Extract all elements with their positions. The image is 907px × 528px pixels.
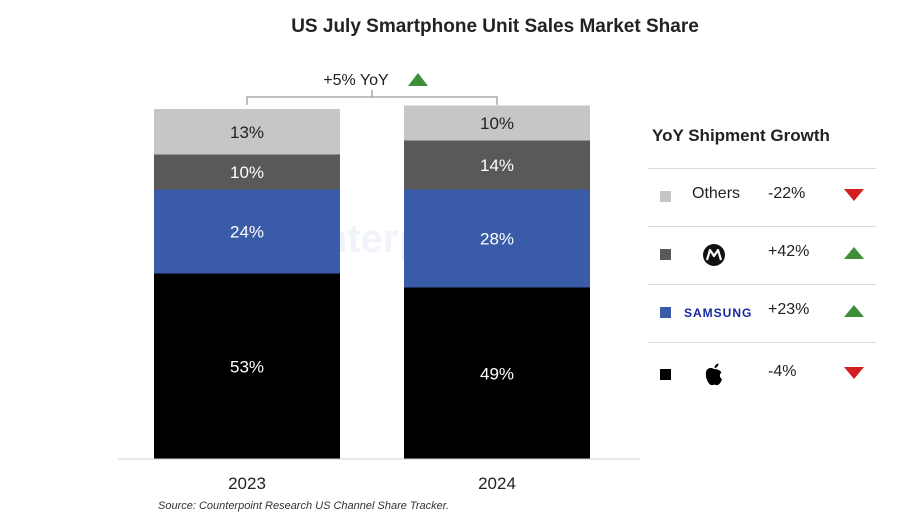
motorola-logo (694, 240, 764, 270)
chart-title: US July Smartphone Unit Sales Market Sha… (291, 16, 699, 37)
up-arrow-icon (844, 305, 864, 317)
data-label-motorola-2024: 14% (480, 156, 514, 175)
legend-separator (648, 284, 876, 285)
data-label-samsung-2023: 24% (230, 223, 264, 242)
down-arrow-icon (844, 367, 864, 379)
legend-growth-others: -22% (768, 185, 806, 202)
legend-row-others: Others -22% (648, 168, 876, 226)
stacked-bar-chart: Counterpoint 53%24%10%13%49%28%14%10% +5… (118, 72, 640, 493)
legend-swatch-motorola (660, 249, 671, 260)
bar-segment-samsung-2024 (404, 189, 590, 288)
data-label-apple-2023: 53% (230, 357, 264, 376)
legend-growth-apple: -4% (768, 363, 797, 380)
bar-segment-apple-2024 (404, 287, 590, 459)
legend-separator (648, 226, 876, 227)
bars-layer (154, 105, 590, 459)
legend-label-others: Others (692, 185, 741, 202)
samsung-logo: SAMSUNG (684, 298, 764, 328)
apple-logo (694, 360, 764, 390)
data-label-others-2024: 10% (480, 114, 514, 133)
legend-swatch-others (660, 191, 671, 202)
data-label-samsung-2024: 28% (480, 230, 514, 249)
bar-segment-motorola-2024 (404, 140, 590, 190)
samsung-logo-text: SAMSUNG (684, 306, 753, 320)
data-label-motorola-2023: 10% (230, 163, 264, 182)
legend-row-motorola: +42% (648, 226, 876, 284)
legend-growth-motorola: +42% (768, 243, 810, 260)
legend-separator (648, 342, 876, 343)
yoy-bracket (246, 90, 498, 105)
legend-row-samsung: SAMSUNG +23% (648, 284, 876, 342)
legend-title: YoY Shipment Growth (652, 126, 830, 145)
labels-layer: 53% 24% 10% 13% 49% 28% 14% 10% (230, 114, 514, 383)
yoy-up-arrow-icon (408, 73, 428, 86)
x-tick-label-2023: 2023 (228, 474, 266, 493)
x-tick-labels: 2023 2024 (228, 474, 516, 493)
data-label-apple-2024: 49% (480, 364, 514, 383)
legend-swatch-samsung (660, 307, 671, 318)
legend-separator (648, 168, 876, 169)
yoy-annotation: +5% YoY (323, 72, 389, 89)
source-note: Source: Counterpoint Research US Channel… (158, 500, 450, 512)
bar-segment-samsung-2023 (154, 189, 340, 274)
bar-segment-others-2024 (404, 105, 590, 141)
bar-segment-apple-2023 (154, 273, 340, 459)
data-label-others-2023: 13% (230, 123, 264, 142)
legend-row-apple: -4% (648, 346, 876, 404)
up-arrow-icon (844, 247, 864, 259)
bar-segment-motorola-2023 (154, 154, 340, 190)
legend-growth-samsung: +23% (768, 301, 810, 318)
down-arrow-icon (844, 189, 864, 201)
x-tick-label-2024: 2024 (478, 474, 516, 493)
bar-segment-others-2023 (154, 109, 340, 155)
legend-swatch-apple (660, 369, 671, 380)
